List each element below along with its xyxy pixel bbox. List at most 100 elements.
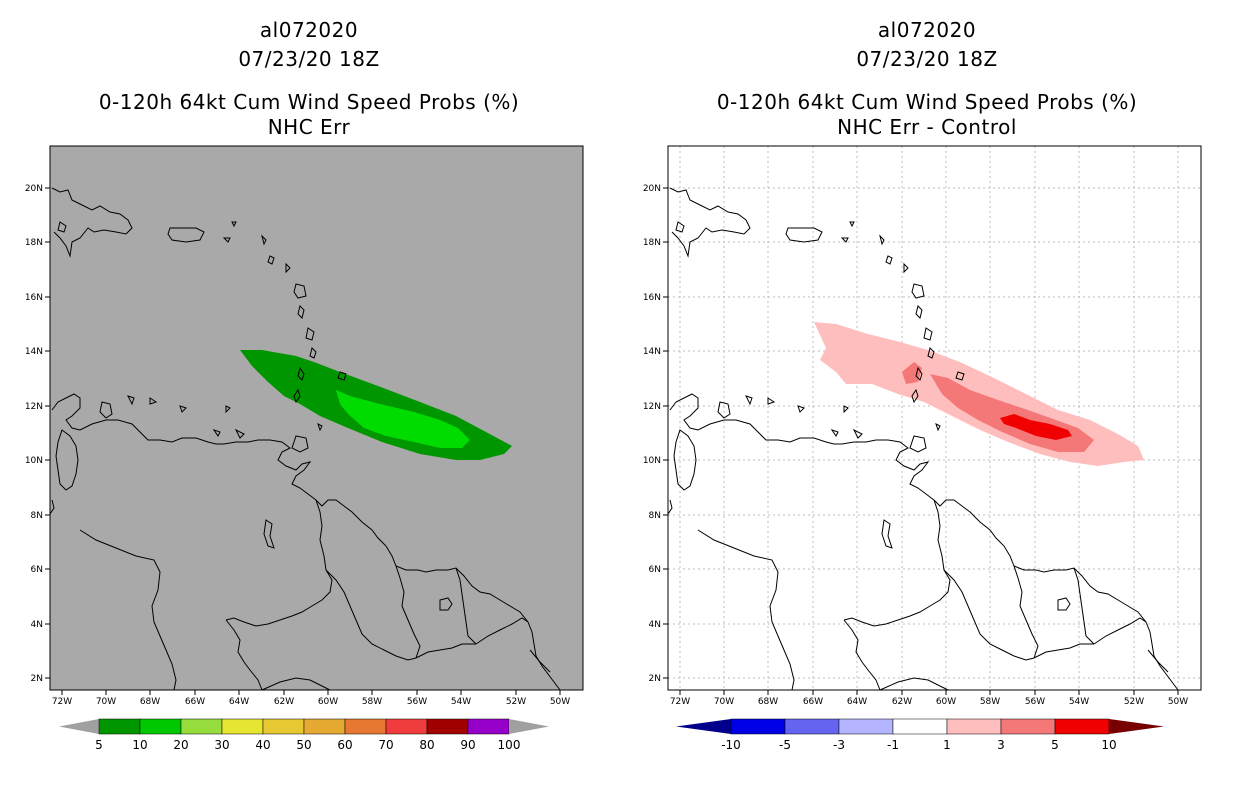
lon-tick-label: 60W bbox=[936, 697, 956, 707]
colorbar-label: 1 bbox=[943, 738, 951, 752]
colorbar-swatch bbox=[784, 718, 840, 735]
colorbar-swatch bbox=[180, 718, 223, 735]
lat-tick-label: 6N bbox=[31, 565, 43, 575]
colorbar-swatch bbox=[730, 718, 786, 735]
lon-tick-label: 70W bbox=[714, 697, 734, 707]
colorbar-swatch bbox=[344, 718, 387, 735]
lon-tick-label: 68W bbox=[140, 697, 160, 707]
colorbar-label: 50 bbox=[296, 738, 311, 752]
colorbar-label: -1 bbox=[887, 738, 899, 752]
right-lon-axis: 72W 70W 68W 66W 64W 62W 60W 58W 56W 54W 52W 50W bbox=[670, 690, 1188, 707]
colorbar-label: -3 bbox=[833, 738, 845, 752]
colorbar-label: 90 bbox=[460, 738, 475, 752]
colorbar-label: -5 bbox=[779, 738, 791, 752]
colorbar-label: 3 bbox=[997, 738, 1005, 752]
colorbar-label: 100 bbox=[498, 738, 521, 752]
lat-tick-label: 4N bbox=[31, 620, 43, 630]
lon-tick-label: 52W bbox=[506, 697, 526, 707]
right-map-background bbox=[667, 145, 1202, 691]
lat-tick-label: 10N bbox=[25, 456, 43, 466]
left-storm-id: al072020 bbox=[259, 18, 359, 42]
colorbar-label: 10 bbox=[132, 738, 147, 752]
colorbar-label: 60 bbox=[337, 738, 352, 752]
colorbar-swatch bbox=[221, 718, 264, 735]
lon-tick-label: 70W bbox=[96, 697, 116, 707]
colorbar-swatch bbox=[838, 718, 894, 735]
lon-tick-label: 60W bbox=[318, 697, 338, 707]
colorbar-end-arrow bbox=[509, 719, 549, 734]
lat-tick-label: 12N bbox=[643, 402, 661, 412]
lon-tick-label: 56W bbox=[407, 697, 427, 707]
colorbar-end-arrow bbox=[59, 719, 99, 734]
left-map-background bbox=[49, 145, 584, 691]
colorbar-label: 80 bbox=[419, 738, 434, 752]
colorbar-label: 30 bbox=[214, 738, 229, 752]
left-title-block: al072020 07/23/20 18Z 0-120h 64kt Cum Wi… bbox=[62, 16, 556, 142]
left-colorbar: 5 10 20 30 40 50 60 70 80 90 100 bbox=[59, 718, 549, 752]
colorbar-label: -10 bbox=[721, 738, 741, 752]
lon-tick-label: 52W bbox=[1124, 697, 1144, 707]
lon-tick-label: 68W bbox=[758, 697, 778, 707]
colorbar-label: 5 bbox=[1051, 738, 1059, 752]
right-datetime: 07/23/20 18Z bbox=[856, 47, 998, 71]
lat-tick-label: 2N bbox=[31, 674, 43, 684]
lon-tick-label: 72W bbox=[52, 697, 72, 707]
left-map-panel bbox=[49, 145, 584, 691]
colorbar-label: 40 bbox=[255, 738, 270, 752]
right-diff-contour-5 bbox=[1000, 414, 1072, 440]
colorbar-end-arrow bbox=[676, 719, 731, 734]
colorbar-swatch bbox=[139, 718, 182, 735]
lon-tick-label: 56W bbox=[1025, 697, 1045, 707]
right-storm-id: al072020 bbox=[877, 18, 977, 42]
lon-tick-label: 62W bbox=[892, 697, 912, 707]
lon-tick-label: 58W bbox=[362, 697, 382, 707]
left-lon-axis: 72W 70W 68W 66W 64W 62W 60W 58W 56W 54W 52W 50W bbox=[52, 690, 570, 707]
lat-tick-label: 6N bbox=[649, 565, 661, 575]
lat-tick-label: 14N bbox=[25, 347, 43, 357]
right-product-title: 0-120h 64kt Cum Wind Speed Probs (%) bbox=[716, 90, 1138, 114]
lon-tick-label: 54W bbox=[1069, 697, 1089, 707]
lat-tick-label: 16N bbox=[643, 293, 661, 303]
lat-tick-label: 8N bbox=[31, 511, 43, 521]
lon-tick-label: 58W bbox=[980, 697, 1000, 707]
colorbar-swatch bbox=[946, 718, 1002, 735]
right-lat-axis: 20N 18N 16N 14N 12N 10N 8N 6N 4N 2N bbox=[643, 184, 668, 684]
left-lat-axis: 20N 18N 16N 14N 12N 10N 8N 6N 4N 2N bbox=[25, 184, 50, 684]
colorbar-end-arrow bbox=[1109, 719, 1164, 734]
left-subtitle: NHC Err bbox=[267, 115, 351, 139]
lat-tick-label: 8N bbox=[649, 511, 661, 521]
colorbar-swatch bbox=[426, 718, 469, 735]
lon-tick-label: 62W bbox=[274, 697, 294, 707]
lon-tick-label: 72W bbox=[670, 697, 690, 707]
lon-tick-label: 50W bbox=[1168, 697, 1188, 707]
colorbar-label: 10 bbox=[1101, 738, 1116, 752]
right-grid bbox=[668, 146, 1201, 690]
colorbar-label: 70 bbox=[378, 738, 393, 752]
lat-tick-label: 4N bbox=[649, 620, 661, 630]
colorbar-swatch bbox=[1000, 718, 1056, 735]
right-title-block: al072020 07/23/20 18Z 0-120h 64kt Cum Wi… bbox=[680, 16, 1174, 142]
lat-tick-label: 20N bbox=[25, 184, 43, 194]
lat-tick-label: 16N bbox=[25, 293, 43, 303]
lat-tick-label: 18N bbox=[25, 238, 43, 248]
colorbar-swatch bbox=[262, 718, 305, 735]
left-prob-contour-10 bbox=[336, 390, 470, 448]
colorbar-label: 5 bbox=[95, 738, 103, 752]
colorbar-swatch bbox=[467, 718, 510, 735]
right-diff-contour-3-b bbox=[902, 362, 922, 384]
colorbar-label: 20 bbox=[173, 738, 188, 752]
lat-tick-label: 18N bbox=[643, 238, 661, 248]
right-colorbar: -10 -5 -3 -1 1 3 5 10 bbox=[676, 718, 1164, 752]
lon-tick-label: 54W bbox=[451, 697, 471, 707]
left-product-title: 0-120h 64kt Cum Wind Speed Probs (%) bbox=[98, 90, 520, 114]
lat-tick-label: 14N bbox=[643, 347, 661, 357]
right-subtitle: NHC Err - Control bbox=[837, 115, 1017, 139]
lat-tick-label: 2N bbox=[649, 674, 661, 684]
lat-tick-label: 10N bbox=[643, 456, 661, 466]
colorbar-swatch bbox=[892, 718, 948, 735]
lon-tick-label: 50W bbox=[550, 697, 570, 707]
lon-tick-label: 66W bbox=[803, 697, 823, 707]
lat-tick-label: 20N bbox=[643, 184, 661, 194]
lon-tick-label: 64W bbox=[847, 697, 867, 707]
